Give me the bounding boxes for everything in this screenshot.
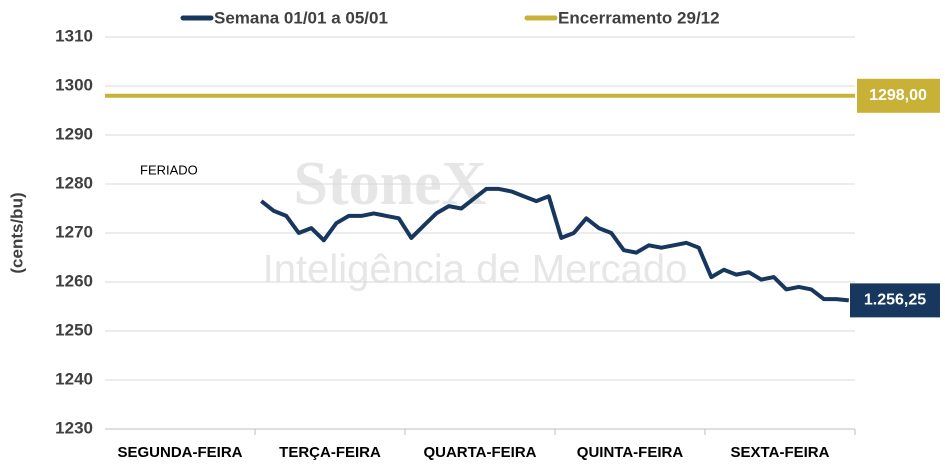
x-tick-label: SEGUNDA-FEIRA: [117, 444, 242, 461]
legend-label: Semana 01/01 a 05/01: [214, 8, 388, 27]
x-tick-label: SEXTA-FEIRA: [731, 444, 830, 461]
y-tick-label: 1260: [55, 271, 93, 290]
legend-label: Encerramento 29/12: [558, 8, 720, 27]
value-label-box: [850, 283, 940, 318]
y-tick-label: 1240: [55, 369, 93, 388]
value-label-box: [857, 78, 940, 113]
watermark: Inteligência de Mercado: [263, 248, 688, 292]
annotation: FERIADO: [140, 162, 198, 177]
y-tick-label: 1300: [55, 75, 93, 94]
y-tick-label: 1280: [55, 173, 93, 192]
x-tick-label: QUINTA-FEIRA: [577, 444, 684, 461]
y-tick-label: 1230: [55, 418, 93, 437]
y-tick-label: 1310: [55, 26, 93, 45]
value-label: 1298,00: [869, 87, 927, 104]
y-axis-label: (cents/bu): [7, 192, 26, 273]
y-tick-label: 1250: [55, 320, 93, 339]
y-tick-label: 1270: [55, 222, 93, 241]
y-tick-label: 1290: [55, 124, 93, 143]
x-tick-label: QUARTA-FEIRA: [423, 444, 536, 461]
value-label: 1.256,25: [864, 292, 926, 309]
x-tick-label: TERÇA-FEIRA: [279, 444, 381, 461]
line: [260, 186, 850, 303]
